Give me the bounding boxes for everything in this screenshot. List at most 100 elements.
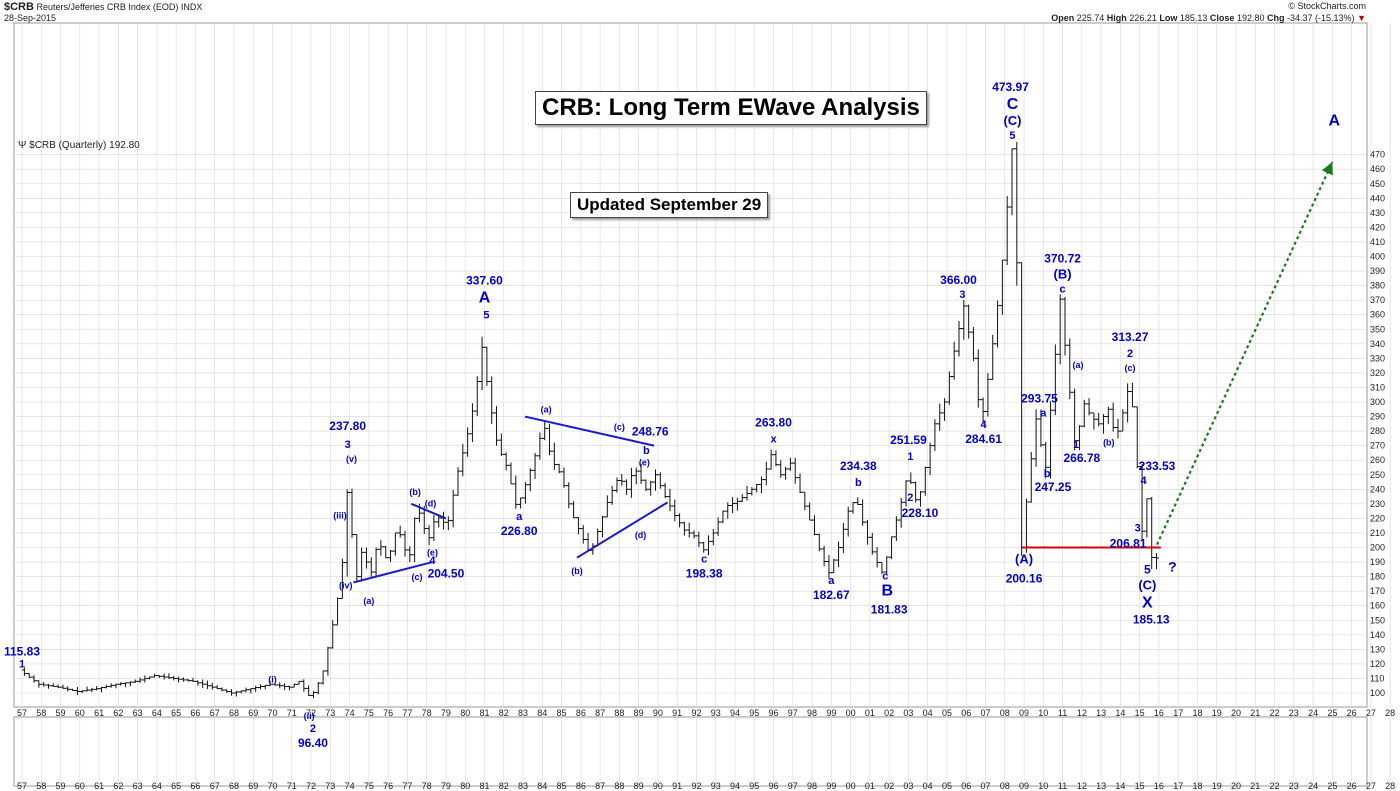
- x-tick-label: 76: [383, 781, 393, 791]
- wave-label: (iii): [333, 511, 347, 521]
- x-tick-label: 17: [1173, 708, 1183, 718]
- copyright-notice: © StockCharts.com: [1288, 1, 1366, 11]
- wave-label: (b): [571, 566, 583, 576]
- wave-label: (a): [363, 596, 374, 606]
- x-tick-label: 21: [1250, 708, 1260, 718]
- gridlines: [14, 23, 1391, 786]
- x-tick-label: 21: [1250, 781, 1260, 791]
- x-tick-label: 23: [1289, 781, 1299, 791]
- x-tick-label: 95: [749, 781, 759, 791]
- wave-label: 5: [1009, 130, 1015, 142]
- x-tick-label: 77: [402, 708, 412, 718]
- x-tick-label: 93: [711, 708, 721, 718]
- x-tick-label: 83: [518, 708, 528, 718]
- y-tick-label: 390: [1370, 266, 1385, 276]
- x-tick-label: 05: [942, 708, 952, 718]
- x-tick-label: 62: [113, 708, 123, 718]
- y-tick-label: 270: [1370, 441, 1385, 451]
- wave-label: 251.59: [890, 433, 927, 447]
- y-tick-label: 210: [1370, 528, 1385, 538]
- wave-label: b: [1044, 468, 1051, 480]
- wave-label: (d): [425, 499, 437, 509]
- x-tick-label: 85: [557, 708, 567, 718]
- wave-label: 115.83: [4, 645, 40, 659]
- x-tick-label: 06: [961, 708, 971, 718]
- x-tick-label: 86: [576, 708, 586, 718]
- x-tick-label: 11: [1058, 708, 1067, 718]
- y-tick-label: 420: [1370, 222, 1385, 232]
- wave-label: 96.40: [298, 736, 328, 750]
- x-tick-label: 22: [1270, 708, 1280, 718]
- x-tick-label: 60: [75, 708, 85, 718]
- wave-label: 4: [429, 555, 436, 567]
- x-tick-label: 09: [1019, 781, 1029, 791]
- x-tick-label: 73: [325, 708, 335, 718]
- x-tick-label: 98: [807, 781, 817, 791]
- wave-label: 2: [907, 492, 913, 504]
- wave-label: 182.67: [813, 588, 850, 602]
- x-tick-label: 95: [749, 708, 759, 718]
- x-tick-label: 75: [364, 781, 374, 791]
- wave-label: C: [1007, 96, 1019, 113]
- x-tick-label: 20: [1231, 781, 1241, 791]
- x-tick-label: 09: [1019, 708, 1029, 718]
- x-tick-label: 22: [1270, 781, 1280, 791]
- y-tick-label: 110: [1370, 673, 1384, 683]
- y-tick-label: 290: [1370, 412, 1385, 422]
- x-tick-label: 14: [1115, 708, 1125, 718]
- x-tick-label: 64: [152, 781, 162, 791]
- wave-label: (e): [639, 457, 650, 467]
- wave-label: 2: [1127, 348, 1133, 360]
- wave-label: 366.00: [940, 273, 977, 287]
- y-tick-label: 150: [1370, 615, 1385, 625]
- y-tick-label: 350: [1370, 324, 1385, 334]
- wave-label: c: [882, 571, 888, 583]
- x-tick-label: 18: [1192, 708, 1202, 718]
- down-arrow-icon: ▼: [1357, 13, 1366, 23]
- x-tick-label: 89: [634, 781, 644, 791]
- y-tick-label: 250: [1370, 470, 1385, 480]
- x-tick-label: 90: [653, 781, 663, 791]
- x-tick-label: 68: [229, 781, 239, 791]
- x-tick-label: 81: [479, 781, 489, 791]
- x-tick-label: 68: [229, 708, 239, 718]
- y-tick-label: 450: [1370, 179, 1385, 189]
- x-tick-label: 28: [1385, 781, 1395, 791]
- y-tick-label: 170: [1370, 586, 1385, 596]
- x-tick-label: 13: [1096, 708, 1106, 718]
- wave-label: 284.61: [965, 432, 1002, 446]
- y-tick-label: 440: [1370, 193, 1385, 203]
- chart-panel: [13, 22, 1368, 708]
- x-tick-label: 67: [210, 781, 220, 791]
- wave-label: (b): [409, 487, 421, 497]
- wave-trendline: [353, 561, 433, 584]
- wave-label: 5: [1144, 562, 1151, 576]
- x-tick-label: 17: [1173, 781, 1183, 791]
- wave-label: (c): [412, 572, 423, 582]
- x-tick-label: 82: [499, 708, 509, 718]
- x-tick-label: 20: [1231, 708, 1241, 718]
- x-tick-label: 97: [788, 708, 798, 718]
- wave-label: (ii): [304, 711, 315, 721]
- x-tick-label: 24: [1308, 781, 1318, 791]
- y-tick-label: 140: [1370, 630, 1385, 640]
- x-tick-label: 04: [923, 781, 933, 791]
- x-tick-label: 07: [980, 708, 990, 718]
- x-tick-label: 25: [1327, 708, 1337, 718]
- x-tick-label: 10: [1038, 708, 1048, 718]
- x-tick-label: 99: [826, 708, 836, 718]
- x-tick-label: 94: [730, 781, 740, 791]
- y-tick-label: 430: [1370, 208, 1385, 218]
- x-tick-label: 85: [557, 781, 567, 791]
- wave-label: 4: [981, 419, 988, 431]
- x-tick-label: 77: [402, 781, 412, 791]
- x-tick-label: 60: [75, 781, 85, 791]
- wave-label: 4: [1140, 475, 1147, 487]
- wave-label: 370.72: [1044, 252, 1081, 266]
- x-tick-label: 97: [788, 781, 798, 791]
- x-tick-label: 70: [268, 781, 278, 791]
- wave-label: (A): [1015, 552, 1033, 567]
- wave-label: 1: [19, 659, 25, 671]
- wave-label: 181.83: [871, 603, 908, 617]
